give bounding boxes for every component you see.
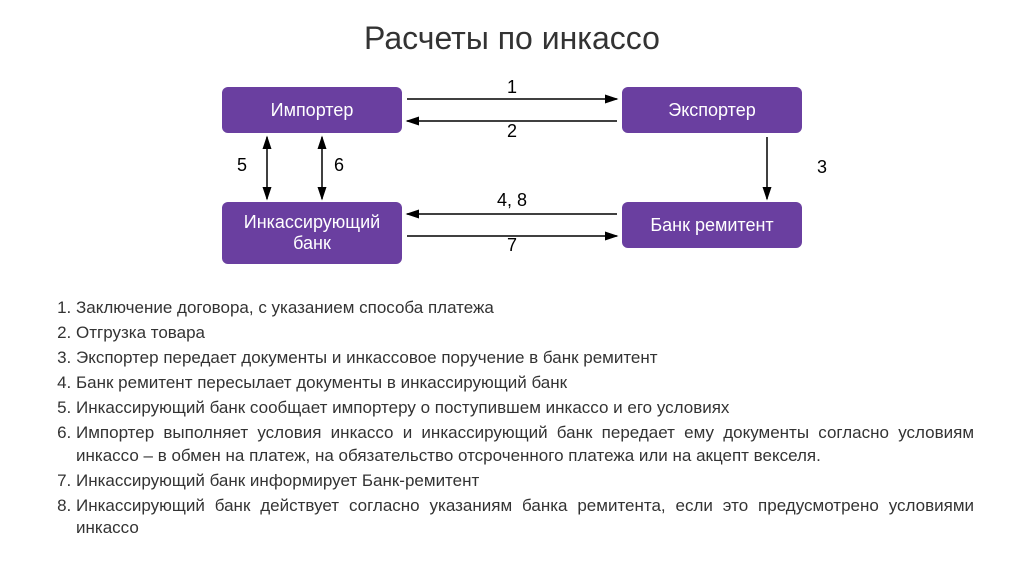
node-collecting_bank: Инкассирующий банк	[222, 202, 402, 264]
edge-label: 7	[507, 235, 517, 256]
list-item: Банк ремитент пересылает документы в инк…	[76, 372, 974, 395]
list-item: Инкассирующий банк действует согласно ук…	[76, 495, 974, 541]
node-exporter: Экспортер	[622, 87, 802, 133]
edge-label: 5	[237, 155, 247, 176]
edge-label: 3	[817, 157, 827, 178]
page-title: Расчеты по инкассо	[50, 20, 974, 57]
list-item: Инкассирующий банк информирует Банк-реми…	[76, 470, 974, 493]
edge-label: 2	[507, 121, 517, 142]
edge-label: 1	[507, 77, 517, 98]
list-item: Отгрузка товара	[76, 322, 974, 345]
list-item: Заключение договора, с указанием способа…	[76, 297, 974, 320]
list-item: Импортер выполняет условия инкассо и инк…	[76, 422, 974, 468]
flowchart-diagram: Импортер Экспортер Инкассирующий банк Банк …	[162, 77, 862, 277]
edge-label: 4, 8	[497, 190, 527, 211]
node-importer: Импортер	[222, 87, 402, 133]
edge-label: 6	[334, 155, 344, 176]
list-item: Экспортер передает документы и инкассово…	[76, 347, 974, 370]
node-remitting_bank: Банк ремитент	[622, 202, 802, 248]
list-item: Инкассирующий банк сообщает импортеру о …	[76, 397, 974, 420]
steps-list: Заключение договора, с указанием способа…	[50, 297, 974, 540]
